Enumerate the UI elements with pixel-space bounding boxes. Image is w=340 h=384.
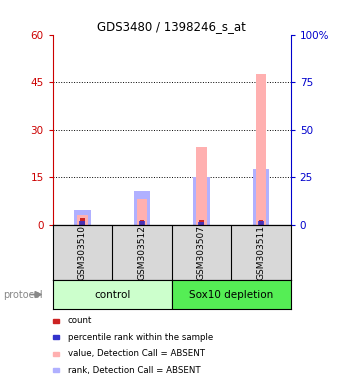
Bar — [256, 74, 266, 225]
Text: GSM303510: GSM303510 — [78, 225, 87, 280]
Bar — [80, 221, 85, 225]
Bar — [199, 220, 204, 225]
Text: GSM303507: GSM303507 — [197, 225, 206, 280]
Bar — [134, 191, 150, 225]
Bar — [80, 218, 85, 225]
Bar — [199, 222, 204, 225]
Text: GSM303511: GSM303511 — [256, 225, 266, 280]
Bar — [137, 199, 147, 225]
Text: percentile rank within the sample: percentile rank within the sample — [68, 333, 213, 342]
Bar — [74, 210, 91, 225]
Text: Sox10 depletion: Sox10 depletion — [189, 290, 273, 300]
Bar — [172, 280, 291, 309]
Bar — [193, 177, 210, 225]
Bar — [139, 220, 144, 225]
Bar — [77, 215, 88, 225]
Bar — [53, 280, 172, 309]
Text: count: count — [68, 316, 92, 325]
Text: control: control — [94, 290, 130, 300]
Bar — [253, 169, 269, 225]
Text: protocol: protocol — [3, 290, 43, 300]
Bar — [258, 221, 264, 225]
Text: value, Detection Call = ABSENT: value, Detection Call = ABSENT — [68, 349, 205, 358]
Bar — [258, 220, 263, 225]
Bar — [139, 221, 145, 225]
Bar — [196, 147, 207, 225]
Text: GSM303512: GSM303512 — [137, 225, 147, 280]
Text: rank, Detection Call = ABSENT: rank, Detection Call = ABSENT — [68, 366, 201, 375]
Title: GDS3480 / 1398246_s_at: GDS3480 / 1398246_s_at — [97, 20, 246, 33]
